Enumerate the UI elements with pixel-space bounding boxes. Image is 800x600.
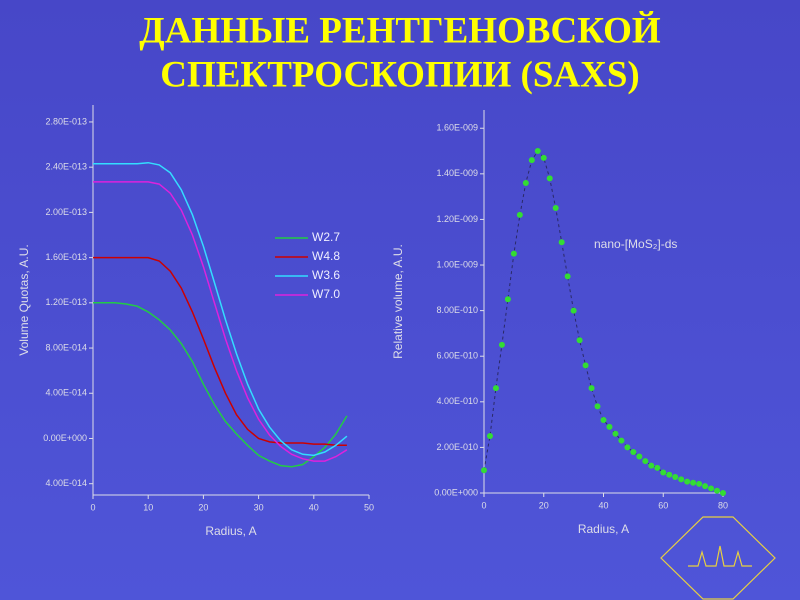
- point: [678, 476, 685, 483]
- x-tick-label: 50: [364, 502, 374, 512]
- y-tick-label: 1.20E-013: [45, 297, 87, 307]
- y-tick-label: 1.60E-013: [45, 252, 87, 262]
- point: [498, 341, 505, 348]
- line: [93, 161, 348, 457]
- line: [93, 302, 348, 468]
- point: [642, 458, 649, 465]
- title-line: ДАННЫЕ РЕНТГЕНОВСКОЙ: [139, 9, 661, 51]
- legend-label: W7.0: [312, 287, 340, 301]
- point: [618, 437, 625, 444]
- point: [660, 469, 667, 476]
- point: [564, 273, 571, 280]
- annotation: nano-[MoS₂]-ds: [594, 237, 677, 251]
- x-tick-label: 20: [539, 500, 549, 510]
- point: [672, 474, 679, 481]
- point: [510, 250, 517, 257]
- y-tick-label: 2.00E-013: [45, 207, 87, 217]
- x-axis-label: Radius, A: [205, 524, 256, 538]
- point: [702, 483, 709, 490]
- point: [516, 211, 523, 218]
- point: [558, 239, 565, 246]
- x-tick-label: 60: [658, 500, 668, 510]
- point: [612, 430, 619, 437]
- x-tick-label: 10: [143, 502, 153, 512]
- logo: [660, 516, 776, 600]
- y-tick-label: 1.40E-009: [436, 168, 478, 178]
- legend-label: W3.6: [312, 268, 340, 282]
- point: [582, 362, 589, 369]
- point: [486, 433, 493, 440]
- point: [666, 471, 673, 478]
- point: [714, 487, 721, 494]
- x-tick-label: 30: [254, 502, 264, 512]
- y-tick-label: 2.80E-013: [45, 116, 87, 126]
- y-tick-label: 4.00E-014: [45, 478, 87, 488]
- point: [594, 403, 601, 410]
- point: [720, 490, 726, 496]
- point: [534, 148, 541, 155]
- point: [648, 462, 655, 469]
- point: [696, 480, 703, 487]
- y-axis-label: Volume Quotas, A.U.: [17, 244, 31, 355]
- point: [606, 423, 613, 430]
- point: [690, 479, 697, 486]
- x-tick-label: 80: [718, 500, 728, 510]
- y-tick-label: 0.00E+000: [434, 487, 478, 497]
- x-tick-label: 20: [198, 502, 208, 512]
- x-tick-label: 40: [598, 500, 608, 510]
- y-tick-label: 1.20E-009: [436, 214, 478, 224]
- x-tick-label: 0: [90, 502, 95, 512]
- y-tick-label: 1.00E-009: [436, 259, 478, 269]
- point: [630, 448, 637, 455]
- point: [540, 154, 547, 161]
- line: [93, 181, 348, 462]
- point: [654, 464, 661, 471]
- point: [552, 205, 559, 212]
- point: [570, 307, 577, 314]
- point: [546, 175, 553, 182]
- y-tick-label: 4.00E-014: [45, 388, 87, 398]
- point: [588, 385, 595, 392]
- y-axis-label: Relative volume, A.U.: [391, 244, 405, 359]
- point: [481, 467, 487, 474]
- point: [522, 179, 529, 186]
- point: [624, 444, 631, 451]
- point: [576, 337, 583, 344]
- point: [504, 296, 511, 303]
- y-tick-label: 0.00E+000: [43, 433, 87, 443]
- legend-label: W4.8: [312, 249, 340, 263]
- x-tick-label: 40: [309, 502, 319, 512]
- y-tick-label: 1.60E-009: [436, 123, 478, 133]
- point: [708, 485, 715, 492]
- y-tick-label: 8.00E-014: [45, 342, 87, 352]
- y-tick-label: 4.00E-010: [436, 396, 478, 406]
- line: [93, 256, 347, 447]
- point: [600, 417, 607, 424]
- title-line: СПЕКТРОСКОПИИ (SAXS): [160, 54, 640, 95]
- y-tick-label: 8.00E-010: [436, 305, 478, 315]
- point: [492, 385, 499, 392]
- x-tick-label: 0: [481, 500, 486, 510]
- y-tick-label: 6.00E-010: [436, 351, 478, 361]
- legend-label: W2.7: [312, 230, 340, 244]
- y-tick-label: 2.00E-010: [436, 442, 478, 452]
- point: [636, 453, 643, 460]
- y-tick-label: 2.40E-013: [45, 162, 87, 172]
- x-axis-label: Radius, A: [578, 522, 629, 536]
- point: [528, 157, 535, 164]
- point: [684, 478, 691, 485]
